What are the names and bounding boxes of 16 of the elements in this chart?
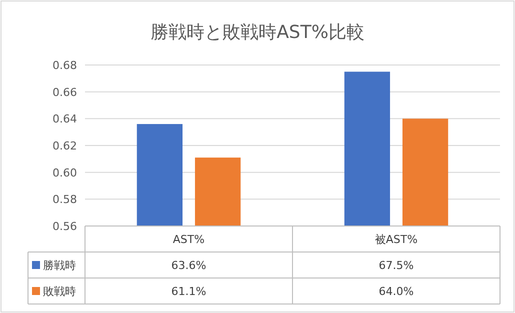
y-tick-label: 0.68: [52, 59, 77, 72]
y-tick-label: 0.62: [52, 140, 77, 152]
legend-label: 勝戦時: [43, 259, 76, 272]
y-tick-label: 0.66: [52, 86, 77, 99]
x-tick-label: AST%: [172, 233, 205, 246]
data-label: 61.1%: [171, 285, 206, 298]
title: 勝戦時と敗戦時AST%比較: [150, 22, 364, 43]
x-tick-label: 被AST%: [374, 233, 418, 246]
data-label: 64.0%: [378, 285, 414, 298]
y-tick-label: 0.56: [52, 220, 77, 233]
data-label: 67.5%: [378, 259, 414, 272]
y-tick-label: 0.60: [52, 166, 77, 180]
y-tick-label: 0.64: [52, 112, 77, 126]
data-label: 63.6%: [171, 259, 206, 272]
legend-label: 敗戦時: [43, 285, 76, 298]
y-tick-label: 0.58: [52, 193, 77, 206]
